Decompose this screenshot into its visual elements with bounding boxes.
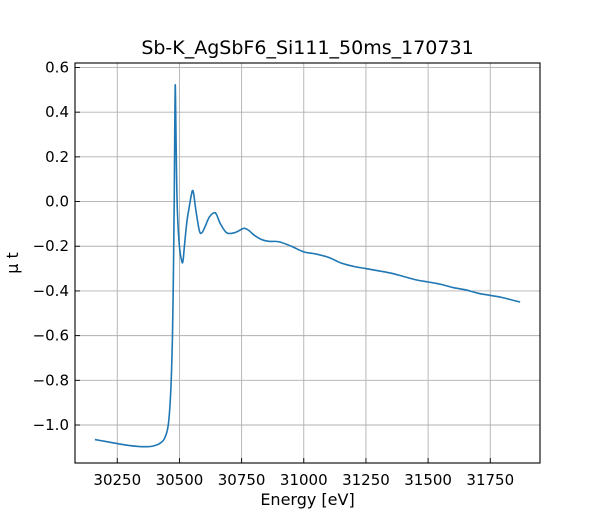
y-tick-label: −0.6 (33, 327, 69, 345)
y-tick-label: 0.4 (45, 103, 69, 121)
y-tick-label: −0.4 (33, 282, 69, 300)
x-axis-title: Energy [eV] (260, 490, 354, 509)
ticks: 30250 30500 30750 31000 31250 31500 31750 −1.0 −… (33, 58, 515, 489)
series-layer (94, 84, 521, 448)
series-line (94, 84, 521, 448)
x-tick-label: 30500 (156, 471, 204, 489)
plot-frame (74, 62, 541, 464)
x-tick-label: 31250 (342, 471, 390, 489)
y-axis-title: μ t (3, 252, 22, 274)
x-tick-label: 30250 (93, 471, 141, 489)
y-tick-label: 0.2 (45, 148, 69, 166)
x-tick-label: 31750 (466, 471, 514, 489)
y-tick-label: 0.0 (45, 193, 69, 211)
x-tick-label: 31000 (280, 471, 328, 489)
x-tick-label: 30750 (218, 471, 266, 489)
x-tick-label: 31500 (404, 471, 452, 489)
grid (75, 63, 540, 463)
y-tick-label: 0.6 (45, 58, 69, 76)
y-tick-label: −1.0 (33, 416, 69, 434)
y-tick-label: −0.2 (33, 237, 69, 255)
chart-title: Sb-K_AgSbF6_Si111_50ms_170731 (141, 37, 473, 59)
y-tick-label: −0.8 (33, 371, 69, 389)
